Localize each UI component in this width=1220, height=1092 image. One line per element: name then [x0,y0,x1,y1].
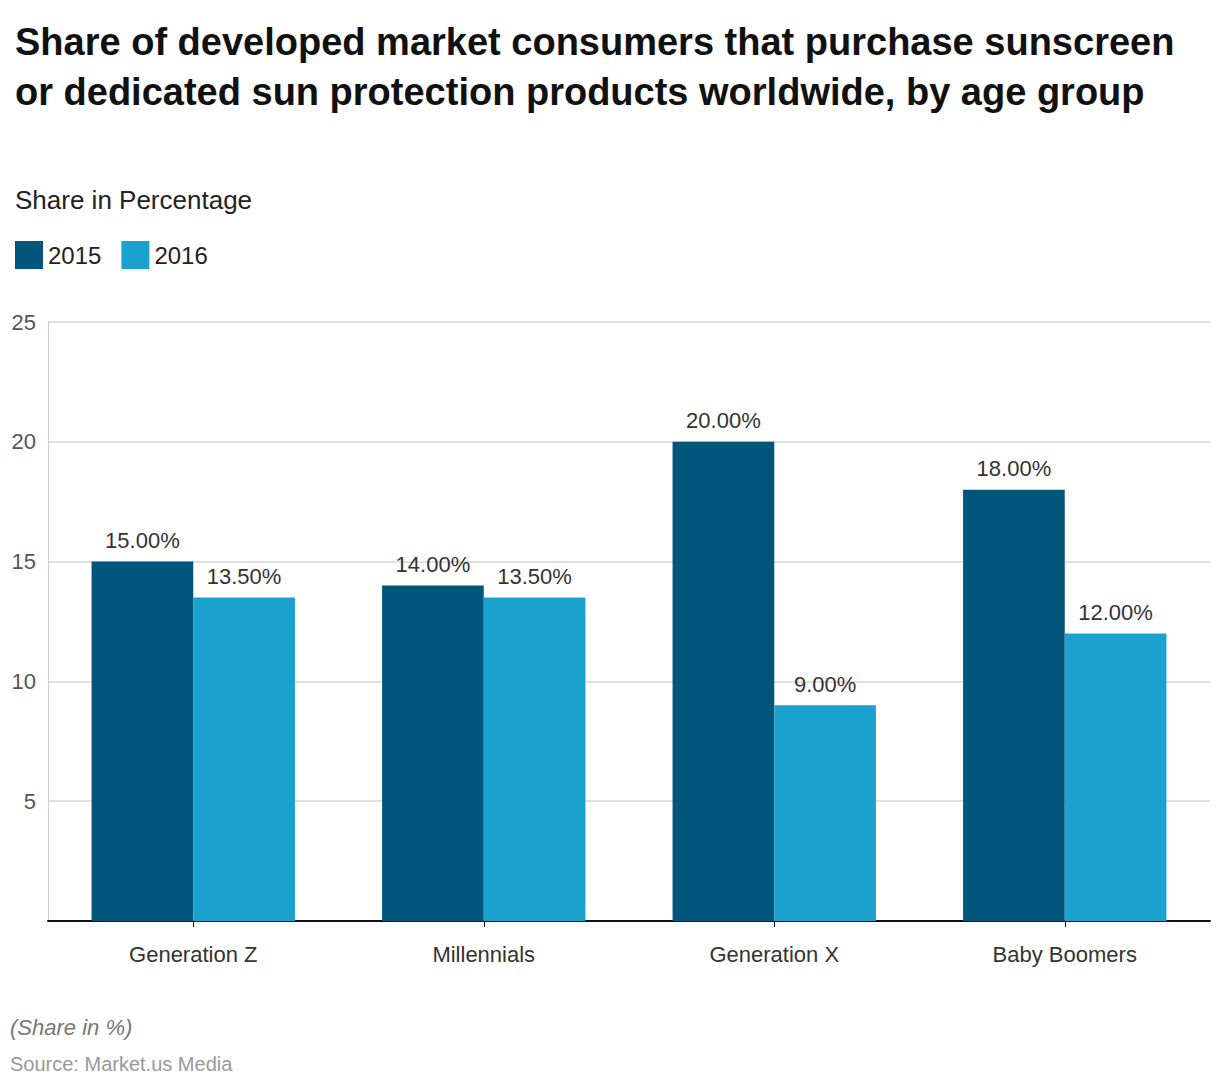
svg-text:Source: Market.us Media: Source: Market.us Media [10,1053,233,1075]
svg-text:Baby Boomers: Baby Boomers [993,942,1137,967]
svg-text:13.50%: 13.50% [497,564,572,589]
svg-text:20.00%: 20.00% [686,408,761,433]
svg-text:or dedicated sun protection pr: or dedicated sun protection products wor… [15,71,1145,113]
svg-text:25: 25 [12,310,36,335]
svg-text:Share in Percentage: Share in Percentage [15,185,252,215]
svg-text:20: 20 [12,429,36,454]
svg-text:15: 15 [12,549,36,574]
svg-text:5: 5 [24,789,36,814]
svg-text:18.00%: 18.00% [977,456,1052,481]
svg-text:13.50%: 13.50% [207,564,282,589]
svg-text:(Share in %): (Share in %) [10,1015,132,1040]
svg-text:2016: 2016 [154,242,207,269]
svg-text:Share of developed market cons: Share of developed market consumers that… [15,21,1185,63]
svg-text:12.00%: 12.00% [1078,600,1153,625]
svg-text:Millennials: Millennials [432,942,535,967]
svg-text:Generation Z: Generation Z [129,942,257,967]
svg-text:2015: 2015 [48,242,101,269]
svg-text:14.00%: 14.00% [396,552,471,577]
svg-text:Generation X: Generation X [709,942,839,967]
svg-text:15.00%: 15.00% [105,528,180,553]
svg-text:10: 10 [12,669,36,694]
svg-text:9.00%: 9.00% [794,672,856,697]
